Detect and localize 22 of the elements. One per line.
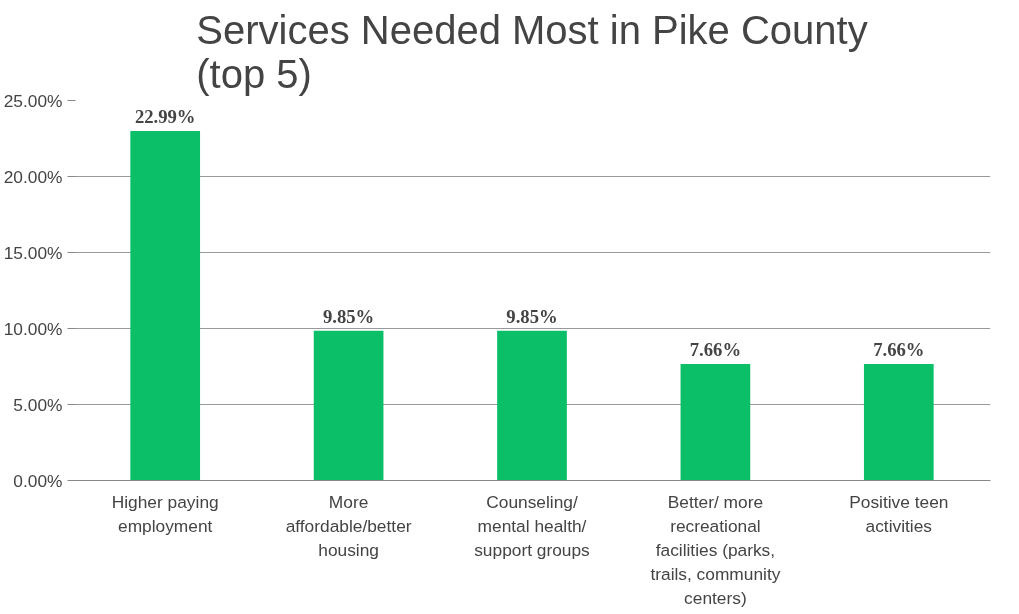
bar (863, 364, 934, 481)
bar (680, 364, 751, 481)
x-tick-label: More affordable/better housing (285, 491, 412, 560)
x-tick-label: Better/ more recreational facilities (parks, trails, community centers) (650, 491, 781, 608)
x-tick-label: Positive teen activities (849, 491, 949, 536)
data-label: 7.66% (689, 339, 742, 361)
y-tick-label: 5.00% (13, 394, 63, 415)
data-label: 7.66% (873, 339, 925, 361)
y-tick-label: 15.00% (3, 242, 63, 263)
y-tick-label: 20.00% (3, 166, 63, 187)
data-label: 9.85% (322, 305, 375, 327)
x-tick-label: Higher paying employment (111, 491, 219, 536)
chart-title: Services Needed Most in Pike County (top 5) (196, 7, 868, 96)
x-tick-label: Counseling/ mental health/ support groups (474, 491, 591, 560)
y-tick-label: 25.00% (3, 90, 63, 111)
data-label: 9.85% (506, 305, 558, 327)
bar (313, 330, 384, 481)
y-tick-label: 0.00% (13, 470, 63, 491)
bar (130, 131, 201, 481)
bar (497, 330, 567, 481)
y-tick-label: 10.00% (3, 318, 63, 339)
data-label: 22.99% (134, 106, 196, 128)
